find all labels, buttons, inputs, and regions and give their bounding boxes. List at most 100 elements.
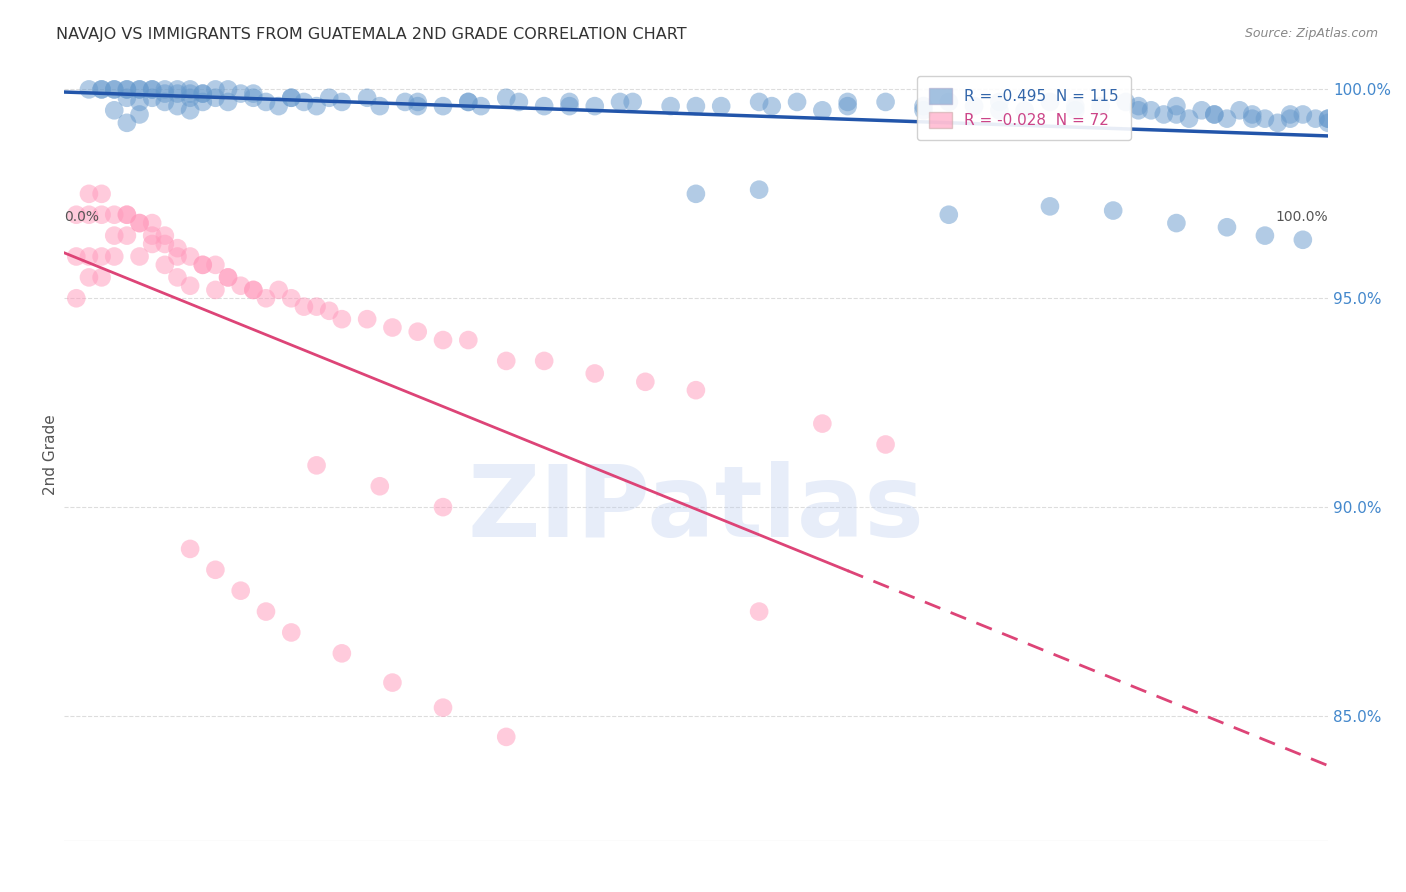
Point bbox=[875, 437, 897, 451]
Point bbox=[77, 250, 100, 264]
Point bbox=[406, 99, 429, 113]
Point bbox=[254, 291, 277, 305]
Point bbox=[179, 103, 201, 118]
Point bbox=[457, 95, 479, 109]
Point bbox=[1267, 116, 1289, 130]
Point bbox=[191, 87, 214, 101]
Point bbox=[811, 103, 834, 118]
Point bbox=[330, 95, 353, 109]
Point bbox=[368, 99, 391, 113]
Point bbox=[305, 99, 328, 113]
Point bbox=[90, 250, 112, 264]
Point bbox=[786, 95, 808, 109]
Point bbox=[141, 82, 163, 96]
Point bbox=[153, 228, 176, 243]
Point bbox=[1216, 112, 1239, 126]
Point bbox=[1241, 112, 1264, 126]
Point bbox=[153, 237, 176, 252]
Point bbox=[141, 237, 163, 252]
Point bbox=[153, 87, 176, 101]
Point bbox=[179, 541, 201, 556]
Point bbox=[229, 583, 252, 598]
Point bbox=[495, 91, 517, 105]
Point bbox=[191, 258, 214, 272]
Point bbox=[305, 458, 328, 473]
Point bbox=[748, 95, 770, 109]
Point bbox=[368, 479, 391, 493]
Point bbox=[204, 283, 226, 297]
Point bbox=[685, 99, 707, 113]
Point bbox=[1153, 107, 1175, 121]
Point bbox=[90, 82, 112, 96]
Point bbox=[1064, 99, 1087, 113]
Point bbox=[217, 95, 239, 109]
Point bbox=[141, 91, 163, 105]
Point bbox=[1166, 107, 1188, 121]
Point bbox=[1166, 99, 1188, 113]
Point bbox=[217, 270, 239, 285]
Point bbox=[318, 91, 340, 105]
Point bbox=[1178, 112, 1201, 126]
Point bbox=[356, 312, 378, 326]
Point bbox=[583, 99, 606, 113]
Point bbox=[280, 291, 302, 305]
Point bbox=[659, 99, 682, 113]
Point bbox=[533, 99, 555, 113]
Point bbox=[65, 291, 87, 305]
Point bbox=[242, 87, 264, 101]
Point bbox=[179, 82, 201, 96]
Point bbox=[166, 250, 188, 264]
Point bbox=[77, 186, 100, 201]
Point bbox=[1102, 203, 1125, 218]
Point bbox=[90, 208, 112, 222]
Point bbox=[103, 208, 125, 222]
Point bbox=[90, 270, 112, 285]
Text: NAVAJO VS IMMIGRANTS FROM GUATEMALA 2ND GRADE CORRELATION CHART: NAVAJO VS IMMIGRANTS FROM GUATEMALA 2ND … bbox=[56, 27, 688, 42]
Point bbox=[115, 91, 138, 105]
Point bbox=[204, 82, 226, 96]
Y-axis label: 2nd Grade: 2nd Grade bbox=[44, 415, 58, 495]
Point bbox=[242, 283, 264, 297]
Point bbox=[115, 208, 138, 222]
Point bbox=[1014, 103, 1036, 118]
Point bbox=[166, 241, 188, 255]
Point bbox=[1254, 112, 1277, 126]
Point bbox=[128, 95, 150, 109]
Point bbox=[128, 216, 150, 230]
Point bbox=[432, 500, 454, 515]
Point bbox=[508, 95, 530, 109]
Point bbox=[988, 95, 1011, 109]
Point bbox=[406, 95, 429, 109]
Point bbox=[394, 95, 416, 109]
Point bbox=[1229, 103, 1251, 118]
Point bbox=[179, 91, 201, 105]
Point bbox=[875, 95, 897, 109]
Point bbox=[191, 95, 214, 109]
Point bbox=[128, 216, 150, 230]
Point bbox=[318, 303, 340, 318]
Text: 0.0%: 0.0% bbox=[63, 210, 98, 224]
Point bbox=[141, 82, 163, 96]
Point bbox=[77, 82, 100, 96]
Point bbox=[179, 250, 201, 264]
Point bbox=[837, 95, 859, 109]
Point bbox=[77, 208, 100, 222]
Point bbox=[837, 99, 859, 113]
Point bbox=[242, 91, 264, 105]
Point bbox=[267, 99, 290, 113]
Point bbox=[128, 82, 150, 96]
Point bbox=[115, 228, 138, 243]
Point bbox=[115, 82, 138, 96]
Point bbox=[242, 283, 264, 297]
Point bbox=[77, 270, 100, 285]
Point bbox=[280, 625, 302, 640]
Point bbox=[1292, 233, 1315, 247]
Point bbox=[912, 103, 935, 118]
Point bbox=[103, 82, 125, 96]
Point bbox=[267, 283, 290, 297]
Point bbox=[432, 333, 454, 347]
Point bbox=[621, 95, 644, 109]
Point bbox=[166, 99, 188, 113]
Point bbox=[558, 95, 581, 109]
Point bbox=[103, 103, 125, 118]
